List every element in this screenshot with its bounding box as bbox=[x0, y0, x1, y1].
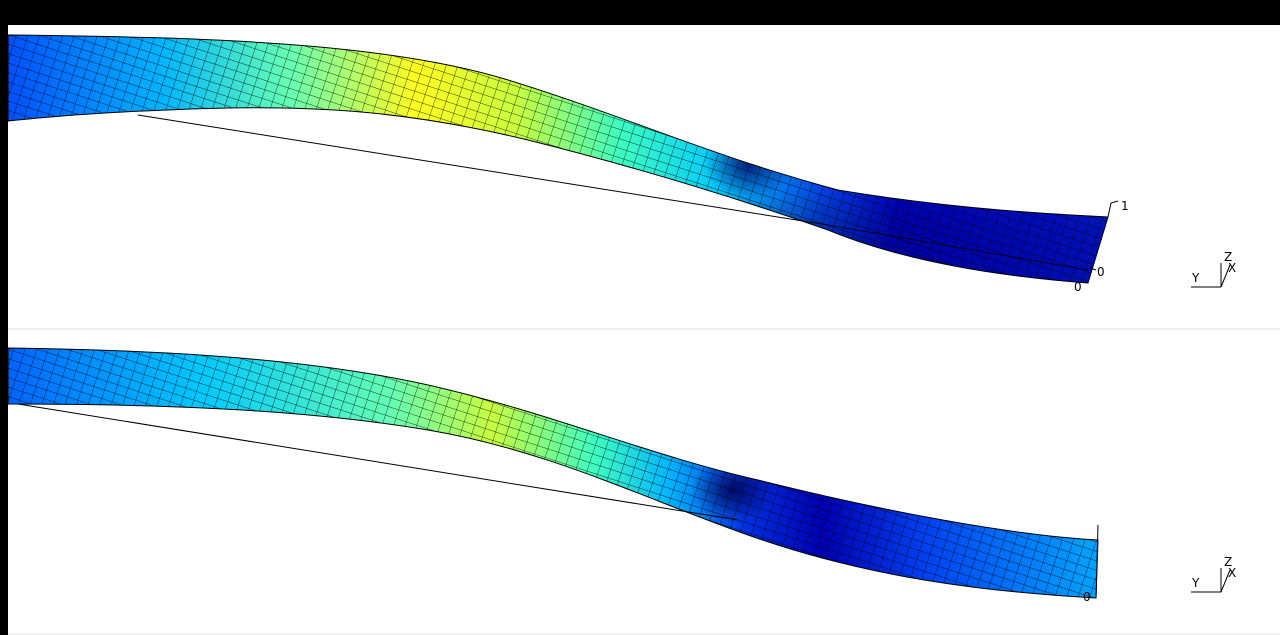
axis-triad-bottom: Y Z X bbox=[1191, 555, 1236, 593]
tick-label-upper: 1 bbox=[1121, 199, 1129, 213]
triad-y-label: Y bbox=[1191, 271, 1200, 285]
axis-triad-top: Y Z X bbox=[1191, 250, 1236, 288]
tick-label-lower: 0 bbox=[1074, 280, 1082, 294]
tick-label-middle: 0 bbox=[1097, 265, 1105, 279]
beam-bottom bbox=[8, 348, 1098, 598]
tick-upper bbox=[1107, 200, 1119, 218]
reference-line-top-end bbox=[827, 224, 1089, 271]
fea-plot-bottom: 0 Y Z X bbox=[8, 347, 1236, 604]
fea-plot-top: 1 0 0 Y Z X bbox=[8, 34, 1236, 294]
bottom-divider bbox=[8, 633, 1280, 635]
top-black-bar bbox=[0, 0, 1280, 25]
viewport-top[interactable]: 1 0 0 Y Z X bbox=[8, 25, 1280, 328]
reference-line-top bbox=[137, 114, 829, 226]
triad-y-label: Y bbox=[1191, 576, 1200, 590]
triad-x-label: X bbox=[1228, 566, 1236, 580]
triad-z-label: Z bbox=[1224, 555, 1232, 569]
triad-z-label: Z bbox=[1224, 250, 1232, 264]
reference-line-bottom bbox=[17, 403, 739, 521]
end-marker-bottom bbox=[1095, 524, 1099, 599]
tick-label-bottom: 0 bbox=[1083, 590, 1091, 604]
left-black-bar bbox=[0, 25, 8, 635]
beam-top bbox=[8, 35, 1108, 283]
triad-x-label: X bbox=[1228, 261, 1236, 275]
viewport-bottom[interactable]: 0 Y Z X bbox=[8, 330, 1280, 633]
viewport-divider bbox=[8, 328, 1280, 330]
